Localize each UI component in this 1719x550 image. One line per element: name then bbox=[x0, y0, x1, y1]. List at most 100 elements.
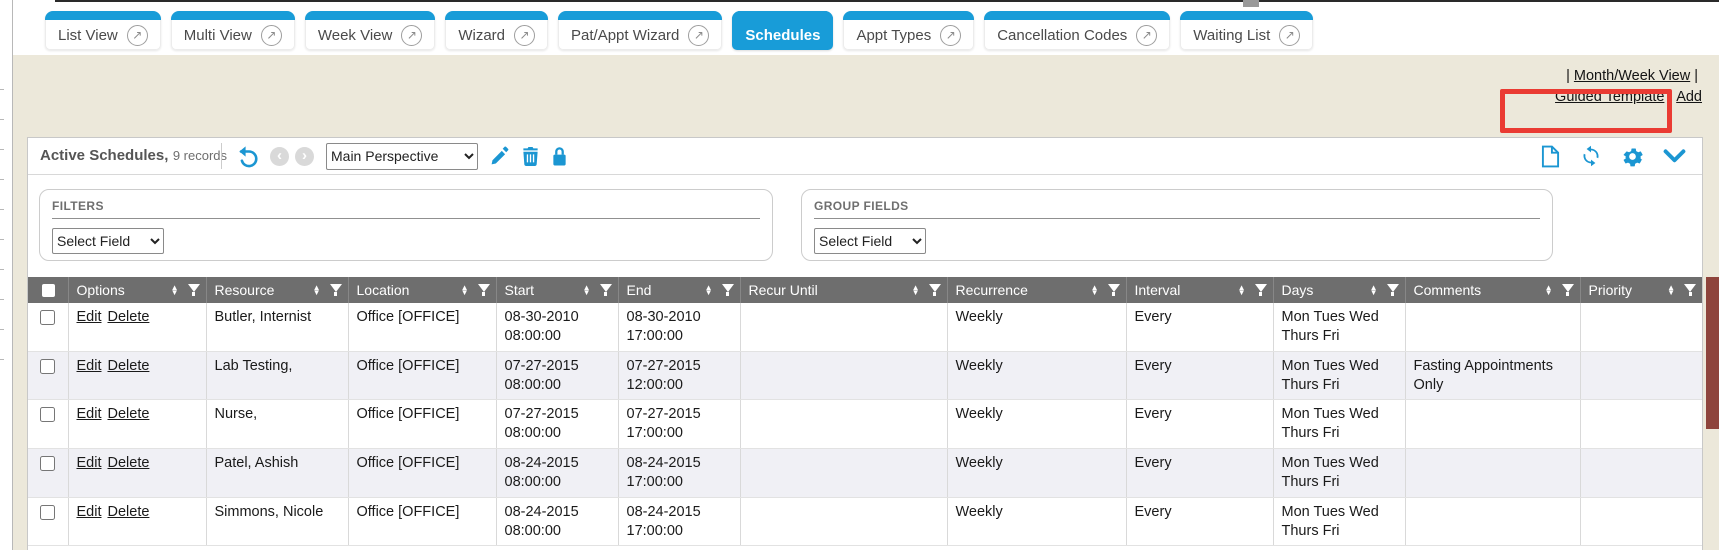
tab-multi-view[interactable]: Multi View ↗ bbox=[170, 11, 295, 50]
sort-icon[interactable]: ▲ ▼ bbox=[582, 282, 591, 297]
sort-icon[interactable]: ▲ ▼ bbox=[312, 282, 321, 297]
previous-page-icon[interactable]: ‹ bbox=[270, 146, 289, 166]
filter-funnel-icon[interactable] bbox=[928, 284, 941, 296]
column-header-start[interactable]: Start ▲ ▼ bbox=[496, 277, 619, 303]
select-all-checkbox[interactable] bbox=[42, 283, 56, 297]
new-record-icon[interactable] bbox=[1541, 145, 1560, 168]
resource-cell: Simmons, Nicole bbox=[206, 497, 349, 547]
edit-link[interactable]: Edit bbox=[76, 503, 102, 520]
filter-funnel-icon[interactable] bbox=[1684, 284, 1696, 296]
end-cell: 08-30-2010 17:00:00 bbox=[618, 303, 741, 352]
lock-icon[interactable] bbox=[551, 146, 568, 167]
column-header-location[interactable]: Location ▲ ▼ bbox=[348, 277, 497, 303]
column-header-options[interactable]: Options ▲ ▼ bbox=[68, 277, 207, 303]
tab-week-view[interactable]: Week View ↗ bbox=[304, 11, 436, 50]
guided-template-link[interactable]: Guided Template bbox=[1555, 89, 1665, 105]
row-checkbox[interactable] bbox=[40, 407, 56, 423]
filter-funnel-icon[interactable] bbox=[1386, 284, 1399, 296]
open-in-new-window-icon[interactable]: ↗ bbox=[688, 24, 710, 46]
open-in-new-window-icon[interactable]: ↗ bbox=[1136, 24, 1158, 46]
refresh-icon[interactable] bbox=[1580, 145, 1602, 167]
days-cell: Mon Tues Wed Thurs Fri bbox=[1273, 448, 1406, 498]
edit-link[interactable]: Edit bbox=[76, 309, 102, 325]
column-header-recur-until[interactable]: Recur Until ▲ ▼ bbox=[740, 277, 948, 303]
row-checkbox[interactable] bbox=[40, 456, 56, 472]
row-checkbox[interactable] bbox=[40, 358, 56, 374]
group-fields-field-select[interactable]: Select Field bbox=[814, 228, 926, 254]
tab-pat-appt-wizard[interactable]: Pat/Appt Wizard ↗ bbox=[558, 11, 723, 50]
column-header-end[interactable]: End ▲ ▼ bbox=[618, 277, 741, 303]
schedules-table: Options ▲ ▼ Resource ▲ ▼ Location ▲ ▼ Start ▲ ▼ … bbox=[28, 277, 1702, 547]
tab-appt-types[interactable]: Appt Types ↗ bbox=[843, 11, 975, 50]
filter-funnel-icon[interactable] bbox=[187, 284, 200, 296]
delete-link[interactable]: Delete bbox=[107, 309, 150, 325]
column-header-resource[interactable]: Resource ▲ ▼ bbox=[206, 277, 349, 303]
filter-funnel-icon[interactable] bbox=[599, 284, 612, 296]
toolbar-divider bbox=[221, 143, 222, 169]
undo-icon[interactable] bbox=[236, 144, 260, 168]
table-row: Edit Delete Simmons, Nicole Office [OFFIC… bbox=[28, 497, 1702, 547]
grid-toolbar: Active Schedules, 9 records ‹ › Main Per… bbox=[28, 138, 1702, 175]
delete-link[interactable]: Delete bbox=[107, 455, 150, 472]
edit-link[interactable]: Edit bbox=[76, 455, 102, 472]
end-cell: 07-27-2015 17:00:00 bbox=[618, 399, 741, 450]
location-cell: Office [OFFICE] bbox=[348, 497, 497, 547]
start-cell: 07-27-2015 08:00:00 bbox=[496, 399, 619, 450]
column-header-comments[interactable]: Comments ▲ ▼ bbox=[1405, 277, 1581, 303]
sort-icon[interactable]: ▲ ▼ bbox=[1090, 282, 1099, 297]
sort-icon[interactable]: ▲ ▼ bbox=[911, 282, 920, 297]
next-page-icon[interactable]: › bbox=[295, 146, 314, 166]
column-header-recurrence[interactable]: Recurrence ▲ ▼ bbox=[947, 277, 1127, 303]
column-header-interval[interactable]: Interval ▲ ▼ bbox=[1126, 277, 1274, 303]
edit-pencil-icon[interactable] bbox=[490, 146, 510, 166]
priority-cell bbox=[1580, 351, 1702, 401]
sort-icon[interactable]: ▲ ▼ bbox=[170, 282, 179, 297]
sort-icon[interactable]: ▲ ▼ bbox=[1544, 282, 1553, 297]
edit-link[interactable]: Edit bbox=[76, 357, 102, 374]
column-header-days[interactable]: Days ▲ ▼ bbox=[1273, 277, 1406, 303]
recurrence-cell: Weekly bbox=[947, 303, 1127, 352]
sort-icon[interactable]: ▲ ▼ bbox=[1369, 282, 1378, 297]
grid-actions bbox=[1541, 145, 1702, 168]
end-cell: 07-27-2015 12:00:00 bbox=[618, 351, 741, 401]
filter-funnel-icon[interactable] bbox=[721, 284, 734, 296]
tab-wizard[interactable]: Wizard ↗ bbox=[445, 11, 549, 50]
filter-funnel-icon[interactable] bbox=[1561, 284, 1574, 296]
settings-gear-icon[interactable] bbox=[1622, 146, 1643, 167]
add-link[interactable]: Add bbox=[1676, 89, 1702, 105]
filter-funnel-icon[interactable] bbox=[1254, 284, 1267, 296]
open-in-new-window-icon[interactable]: ↗ bbox=[514, 24, 536, 46]
column-header-priority[interactable]: Priority ▲ ▼ bbox=[1580, 277, 1702, 303]
filter-funnel-icon[interactable] bbox=[477, 284, 490, 296]
perspective-select[interactable]: Main Perspective bbox=[326, 142, 478, 170]
open-in-new-window-icon[interactable]: ↗ bbox=[126, 24, 148, 46]
delete-link[interactable]: Delete bbox=[107, 406, 150, 423]
sort-icon[interactable]: ▲ ▼ bbox=[1667, 282, 1675, 297]
tab-waiting-list[interactable]: Waiting List ↗ bbox=[1180, 11, 1314, 50]
edit-link[interactable]: Edit bbox=[76, 406, 102, 423]
open-in-new-window-icon[interactable]: ↗ bbox=[940, 24, 962, 46]
sort-icon[interactable]: ▲ ▼ bbox=[704, 282, 713, 297]
tab-schedules[interactable]: Schedules bbox=[732, 11, 834, 50]
days-cell: Mon Tues Wed Thurs Fri bbox=[1273, 303, 1406, 352]
collapse-chevron-icon[interactable] bbox=[1663, 148, 1686, 164]
recurrence-cell: Weekly bbox=[947, 497, 1127, 547]
table-scrollbar-thumb[interactable] bbox=[1706, 277, 1719, 429]
sort-icon[interactable]: ▲ ▼ bbox=[460, 282, 469, 297]
filters-field-select[interactable]: Select Field bbox=[52, 228, 164, 254]
open-in-new-window-icon[interactable]: ↗ bbox=[401, 24, 423, 46]
tab-cancellation-codes[interactable]: Cancellation Codes ↗ bbox=[984, 11, 1171, 50]
sort-icon[interactable]: ▲ ▼ bbox=[1237, 282, 1246, 297]
row-checkbox[interactable] bbox=[40, 504, 56, 520]
quick-links: | Month/Week View | Guided Template | Add bbox=[1555, 68, 1702, 105]
tab-list-view[interactable]: List View ↗ bbox=[45, 11, 161, 50]
delete-link[interactable]: Delete bbox=[107, 503, 150, 520]
row-checkbox[interactable] bbox=[40, 310, 56, 325]
open-in-new-window-icon[interactable]: ↗ bbox=[260, 24, 282, 46]
filter-funnel-icon[interactable] bbox=[329, 284, 342, 296]
filter-funnel-icon[interactable] bbox=[1107, 284, 1120, 296]
open-in-new-window-icon[interactable]: ↗ bbox=[1279, 24, 1301, 46]
delete-trash-icon[interactable] bbox=[521, 146, 540, 167]
delete-link[interactable]: Delete bbox=[107, 357, 150, 374]
month-week-view-link[interactable]: Month/Week View bbox=[1573, 68, 1691, 84]
